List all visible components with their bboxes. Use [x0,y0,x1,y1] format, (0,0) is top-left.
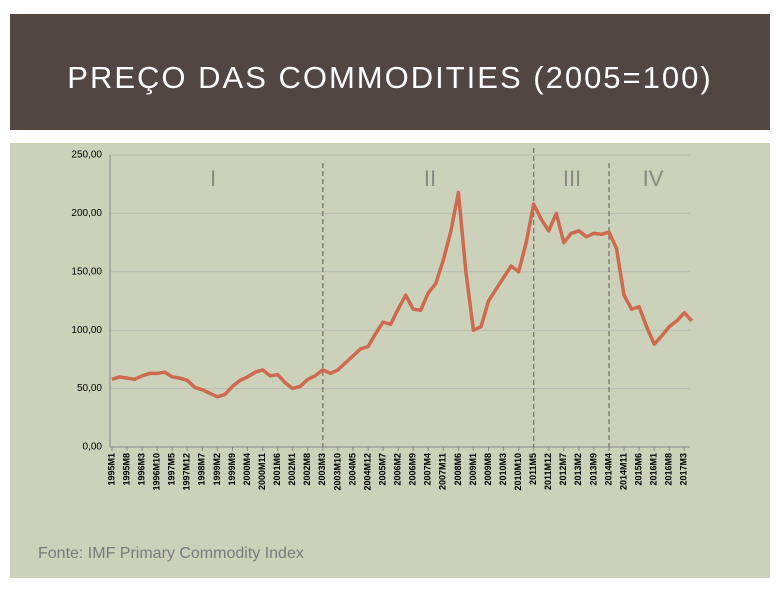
x-tick-label: 2012M7 [558,453,568,486]
x-tick-label: 2016M1 [649,453,659,486]
x-tick-label: 2000M11 [257,453,267,490]
x-tick-label: 2014M4 [603,453,613,486]
source: Fonte: IMF Primary Commodity Index [38,545,304,562]
x-tick-label: 1997M5 [167,453,177,486]
y-tick-label: 50,00 [77,383,102,394]
x-tick-label: 2000M4 [242,453,252,486]
x-tick-label: 2005M7 [377,453,387,486]
x-tick-label: 2016M8 [664,453,674,486]
x-tick-label: 2017M3 [679,453,689,486]
y-tick-label: 100,00 [71,325,102,336]
x-tick-label: 2014M11 [618,453,628,490]
x-tick-label: 2010M3 [498,453,508,486]
x-tick-label: 2002M1 [287,453,297,486]
x-tick-label: 2008M6 [453,453,463,486]
x-tick-label: 1999M2 [212,453,222,486]
x-tick-label: 2007M4 [423,453,433,486]
y-tick-label: 0,00 [83,442,103,453]
x-tick-label: 2006M9 [408,453,418,486]
x-tick-label: 2015M6 [633,453,643,486]
x-tick-label: 2004M5 [347,453,357,486]
y-tick-label: 250,00 [71,150,102,161]
x-tick-label: 1998M7 [197,453,207,486]
x-tick-label: 2011M12 [543,453,553,490]
x-tick-label: 1995M1 [106,453,116,486]
period-label: I [210,166,216,191]
x-tick-label: 2009M1 [468,453,478,486]
y-tick-label: 200,00 [71,208,102,219]
x-tick-label: 1996M10 [152,453,162,491]
x-tick-label: 2010M10 [513,453,523,491]
x-tick-label: 2006M2 [393,453,403,486]
slide-title: PREÇO DAS COMMODITIES (2005=100) [67,60,713,95]
x-tick-label: 1999M9 [227,453,237,486]
x-tick-label: 2009M8 [483,453,493,486]
x-tick-label: 2011M5 [528,453,538,485]
x-tick-label: 2013M2 [573,453,583,486]
x-tick-label: 2013M9 [588,453,598,486]
x-tick-label: 2004M12 [362,453,372,491]
x-tick-label: 1995M8 [121,453,131,486]
price-line [111,190,694,399]
y-tick-label: 150,00 [71,266,102,277]
x-tick-label: 2003M3 [317,453,327,486]
period-label: II [424,166,436,191]
x-tick-label: 1996M3 [136,453,146,486]
title-bar [10,14,770,130]
x-tick-label: 1997M12 [182,453,192,491]
x-tick-label: 2003M10 [332,453,342,491]
chart-panel [10,143,770,578]
period-label: III [563,166,581,191]
x-tick-label: 2007M11 [438,453,448,490]
x-tick-label: 2002M8 [302,453,312,486]
period-label: IV [643,166,664,191]
x-tick-label: 2001M6 [272,453,282,486]
